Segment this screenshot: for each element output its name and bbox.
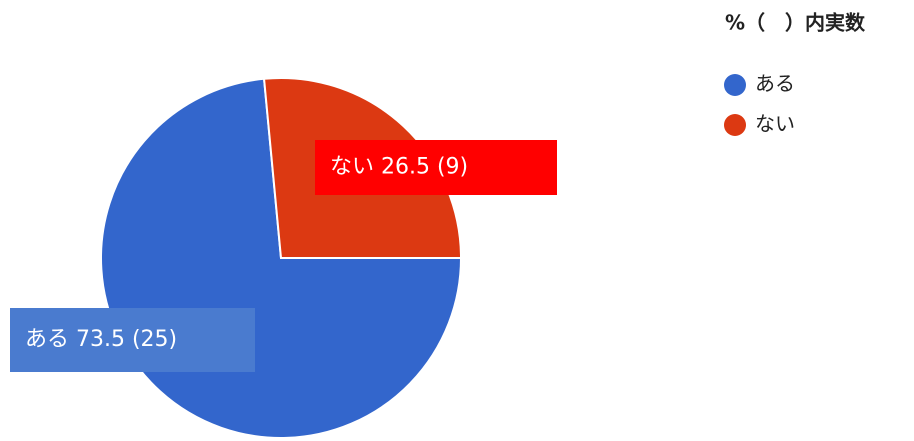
data-label-box (315, 140, 557, 195)
legend-label: ない (755, 112, 795, 136)
legend-marker (724, 114, 746, 136)
data-label: ない 26.5 (9) (330, 155, 468, 180)
data-label: ある 73.5 (25) (25, 327, 177, 352)
legend-marker (724, 74, 746, 96)
data-label-box (10, 308, 255, 372)
chart-title: %（ ）内実数 (725, 11, 866, 35)
legend-label: ある (755, 72, 795, 96)
